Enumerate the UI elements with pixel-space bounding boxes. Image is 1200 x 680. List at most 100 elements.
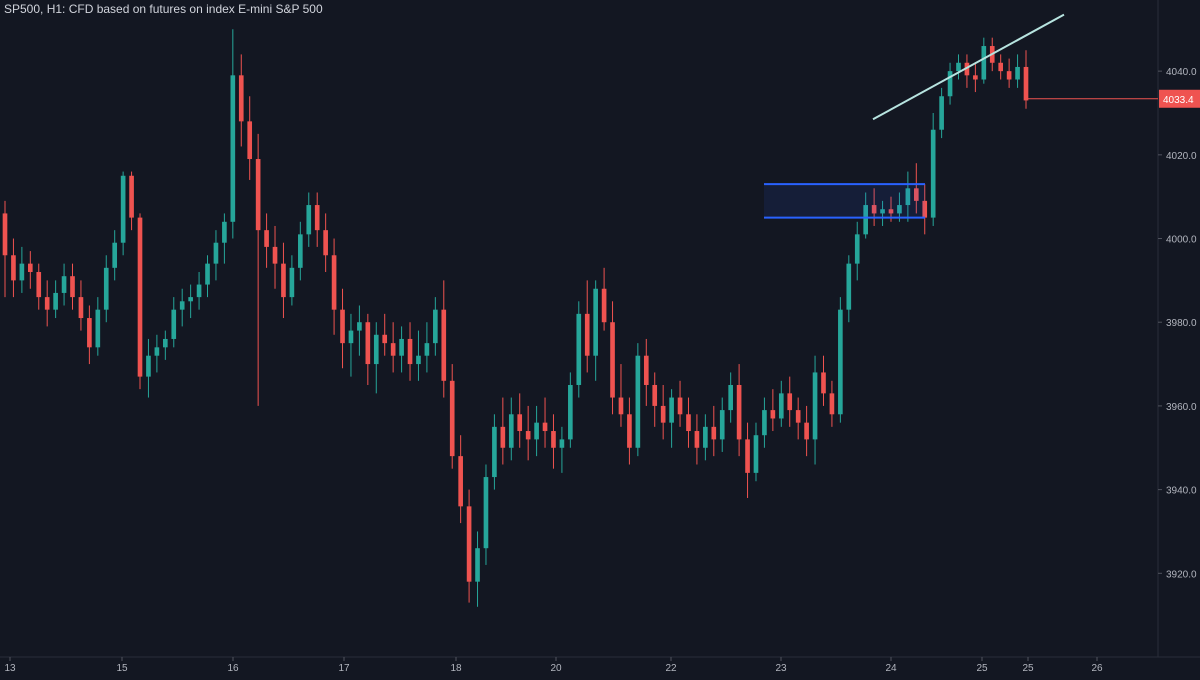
trendline [872, 13, 1065, 121]
x-tick-label: 26 [1091, 663, 1103, 674]
candle-body [61, 276, 67, 293]
candle-body [120, 175, 126, 243]
candle-body [821, 372, 826, 394]
candle-body [95, 309, 101, 348]
x-tick-label: 24 [885, 663, 897, 674]
x-tick-label: 15 [116, 663, 128, 674]
candle-body [433, 309, 438, 344]
candle-body [238, 75, 244, 122]
x-tick-label: 13 [4, 663, 16, 674]
candle-body [812, 372, 818, 440]
candle-body [137, 217, 143, 377]
candle-body [1023, 66, 1029, 101]
candle-body [492, 426, 497, 478]
candle-body [36, 272, 42, 298]
candle-body [289, 267, 295, 298]
candle-body [323, 230, 328, 256]
candle-body [129, 175, 134, 218]
candle-body [618, 397, 624, 415]
candle-body [846, 263, 852, 310]
y-tick-label: 4020.0 [1166, 151, 1197, 162]
candle-body [146, 355, 151, 377]
candle-body [930, 129, 936, 218]
candle-body [70, 276, 75, 298]
candle-body [998, 62, 1004, 72]
candle-body [787, 393, 793, 411]
candle-body [373, 334, 379, 365]
x-tick-label: 16 [227, 663, 239, 674]
candle-body [416, 355, 421, 365]
candle-body [27, 263, 33, 273]
candle-body [888, 209, 894, 214]
candle-body [103, 267, 109, 310]
candle-body [559, 439, 565, 448]
candle-body [306, 205, 312, 235]
candle-body [703, 426, 708, 448]
candle-body [525, 431, 531, 440]
candle-body [2, 213, 8, 256]
y-tick-label: 4040.0 [1166, 67, 1197, 78]
candle-body [272, 246, 278, 264]
candle-body [778, 393, 784, 419]
candle-body [340, 309, 345, 344]
candle-body [205, 263, 210, 285]
last-price-badge [1159, 89, 1200, 108]
candle-body [517, 414, 523, 432]
candle-body [719, 410, 725, 440]
y-tick-label: 4000.0 [1166, 235, 1197, 246]
candle-body [382, 334, 388, 344]
candle-body [230, 75, 236, 222]
candle-body [365, 322, 371, 365]
candle-body [222, 221, 227, 243]
candle-body [399, 338, 404, 356]
candle-body [880, 209, 885, 214]
candle-body [694, 431, 700, 448]
candle-body [247, 121, 253, 160]
candle-body [255, 159, 261, 231]
candle-body [19, 263, 25, 281]
candle-body [458, 456, 463, 507]
candle-body [981, 46, 987, 80]
candle-body [112, 242, 118, 268]
candle-body [922, 200, 928, 218]
candle-body [905, 188, 911, 206]
candle-body [407, 338, 413, 365]
chart-title: SP500, H1: CFD based on futures on index… [4, 2, 323, 16]
candle-body [627, 414, 632, 448]
candle-body [424, 343, 430, 356]
y-tick-label: 3920.0 [1166, 569, 1197, 580]
candle-body [677, 397, 683, 415]
candle-body [542, 422, 548, 432]
x-tick-label: 23 [775, 663, 787, 674]
candle-body [163, 338, 168, 348]
candle-body [196, 284, 202, 298]
candle-body [78, 297, 84, 319]
candle-body [331, 255, 337, 310]
candle-body [711, 426, 717, 440]
x-tick-label: 17 [338, 663, 350, 674]
candle-body [298, 234, 303, 268]
candle-body [964, 62, 970, 76]
candle-body [795, 410, 801, 423]
last-price-label: 4033.4 [1163, 95, 1194, 106]
candle-body [593, 288, 598, 356]
candle-body [171, 309, 177, 339]
candle-body [1006, 71, 1012, 80]
candle-body [871, 205, 877, 214]
candle-body [390, 343, 396, 356]
x-tick-label: 20 [550, 663, 562, 674]
range-box [764, 184, 925, 218]
candle-body [829, 393, 835, 415]
candle-body [264, 230, 269, 247]
candle-body [179, 301, 185, 310]
candle-body [11, 255, 16, 281]
candle-body [348, 330, 354, 344]
candle-body [475, 548, 480, 582]
candle-body [753, 435, 759, 473]
candle-body [357, 322, 362, 331]
candle-body [466, 506, 472, 582]
candle-body [508, 414, 514, 448]
